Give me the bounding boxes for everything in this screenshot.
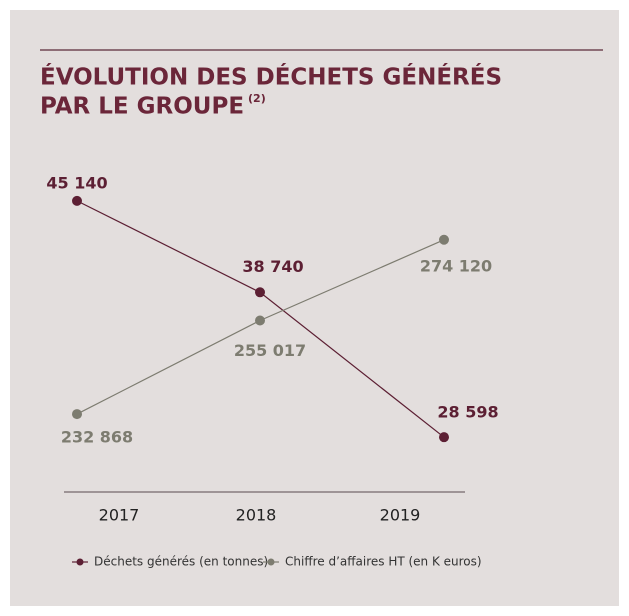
data-label: 232 868 [61, 428, 133, 447]
x-tick-label: 2018 [236, 506, 277, 525]
legend-marker [267, 558, 275, 566]
x-tick-label: 2019 [380, 506, 421, 525]
data-label: 38 740 [242, 257, 303, 276]
data-label: 274 120 [420, 256, 492, 275]
data-point [255, 287, 265, 298]
legend-marker [76, 558, 84, 566]
chart-title: ÉVOLUTION DES DÉCHETS GÉNÉRÉS [40, 63, 502, 91]
data-label: 28 598 [437, 403, 498, 422]
data-point [72, 409, 82, 420]
legend-label: Déchets générés (en tonnes) [94, 555, 268, 569]
data-point [439, 234, 449, 245]
data-label: 255 017 [234, 341, 306, 360]
chart-title: PAR LE GROUPE [40, 94, 244, 120]
data-point [72, 195, 82, 206]
title-note: (2) [248, 92, 266, 105]
panel [10, 10, 619, 606]
legend-label: Chiffre d’affaires HT (en K euros) [285, 555, 482, 569]
data-point [439, 432, 449, 443]
data-label: 45 140 [46, 173, 107, 192]
data-point [255, 315, 265, 326]
x-tick-label: 2017 [99, 506, 140, 525]
